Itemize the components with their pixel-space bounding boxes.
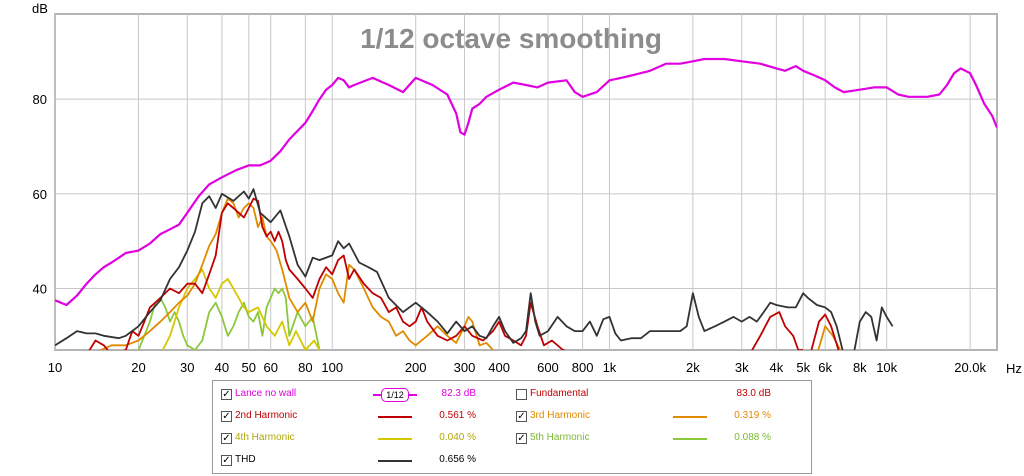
legend-panel: ✓ Lance no wall 1/12 82.3 dB Fundamental… — [212, 380, 812, 474]
x-tick-label: 8k — [853, 360, 867, 375]
lance-line-left — [373, 394, 381, 396]
y-tick-label: 40 — [33, 281, 47, 296]
x-tick-label: 800 — [572, 360, 594, 375]
x-tick-label: 20 — [131, 360, 145, 375]
4th-value: 0.040 % — [406, 430, 476, 446]
x-tick-label: 3k — [735, 360, 749, 375]
y-tick-label: 60 — [33, 187, 47, 202]
x-tick-label: 200 — [405, 360, 427, 375]
x-tick-label: 60 — [263, 360, 277, 375]
2nd-value: 0.561 % — [406, 408, 476, 424]
3rd-label: 3rd Harmonic — [530, 408, 590, 424]
x-tick-label: 30 — [180, 360, 194, 375]
x-tick-label: 20.0k — [954, 360, 986, 375]
legend-row-3rd[interactable]: ✓ 3rd Harmonic 0.319 % — [516, 408, 806, 424]
lance-label: Lance no wall — [235, 386, 296, 402]
x-tick-label: 10 — [48, 360, 62, 375]
fundamental-value: 83.0 dB — [701, 386, 771, 402]
3rd-value: 0.319 % — [701, 408, 771, 424]
3rd-checkbox[interactable]: ✓ — [516, 411, 527, 422]
plot-area — [55, 14, 997, 350]
x-tick-label: 10k — [876, 360, 897, 375]
y-tick-label: 80 — [33, 92, 47, 107]
fundamental-label: Fundamental — [530, 386, 588, 402]
x-tick-label: 40 — [215, 360, 229, 375]
4th-checkbox[interactable]: ✓ — [221, 433, 232, 444]
5th-label: 5th Harmonic — [530, 430, 589, 446]
frequency-response-chart: 10 20 30 40 50 60 80 100 200 300 400 600 800 1k 2k 3k 4k… — [0, 0, 1024, 380]
fundamental-checkbox[interactable] — [516, 389, 527, 400]
x-tick-label: 400 — [488, 360, 510, 375]
legend-row-thd[interactable]: ✓ THD 0.656 % — [221, 452, 511, 468]
x-tick-label: 600 — [537, 360, 559, 375]
4th-label: 4th Harmonic — [235, 430, 294, 446]
chart-title: 1/12 octave smoothing — [360, 23, 662, 54]
legend-row-fundamental[interactable]: Fundamental 83.0 dB — [516, 386, 806, 402]
5th-checkbox[interactable]: ✓ — [516, 433, 527, 444]
2nd-checkbox[interactable]: ✓ — [221, 411, 232, 422]
thd-label: THD — [235, 452, 256, 468]
x-tick-label: 1k — [603, 360, 617, 375]
x-tick-label: 2k — [686, 360, 700, 375]
smoothing-badge[interactable]: 1/12 — [381, 388, 409, 402]
x-tick-label: 100 — [321, 360, 343, 375]
x-tick-label: 50 — [242, 360, 256, 375]
x-tick-label: 4k — [769, 360, 783, 375]
legend-row-lance[interactable]: ✓ Lance no wall 1/12 82.3 dB — [221, 386, 511, 402]
x-tick-label: 300 — [454, 360, 476, 375]
x-tick-label: 5k — [796, 360, 810, 375]
legend-row-4th[interactable]: ✓ 4th Harmonic 0.040 % — [221, 430, 511, 446]
x-tick-label: 80 — [298, 360, 312, 375]
5th-value: 0.088 % — [701, 430, 771, 446]
y-axis-label: dB — [32, 1, 48, 16]
x-axis-label: Hz — [1006, 361, 1022, 376]
thd-checkbox[interactable]: ✓ — [221, 455, 232, 466]
legend-row-5th[interactable]: ✓ 5th Harmonic 0.088 % — [516, 430, 806, 446]
legend-row-2nd[interactable]: ✓ 2nd Harmonic 0.561 % — [221, 408, 511, 424]
x-tick-label: 6k — [818, 360, 832, 375]
lance-value: 82.3 dB — [406, 386, 476, 402]
lance-checkbox[interactable]: ✓ — [221, 389, 232, 400]
thd-value: 0.656 % — [406, 452, 476, 468]
2nd-label: 2nd Harmonic — [235, 408, 297, 424]
